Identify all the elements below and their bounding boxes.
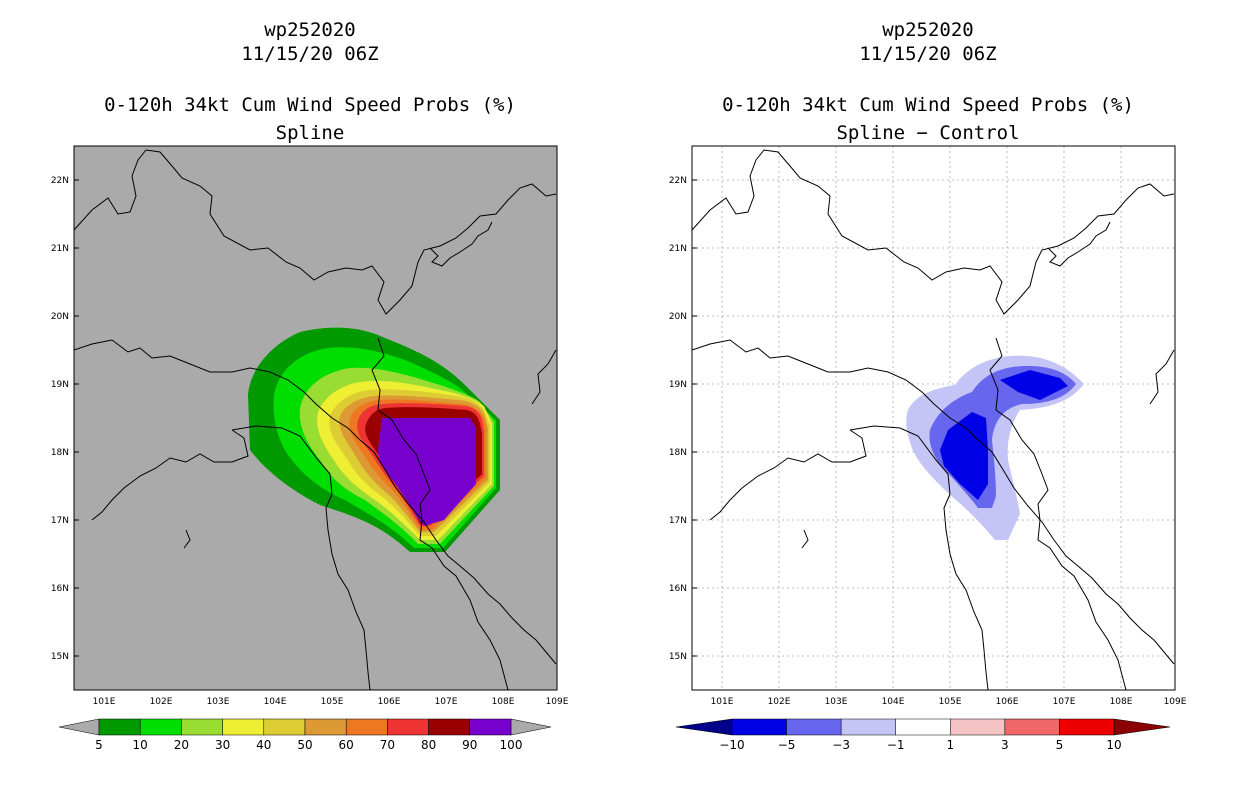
left-colorbar-swatch [469,718,512,736]
right-lon-label: 108E [1110,697,1133,707]
right-difference-contours [906,355,1084,540]
left-lon-label: 102E [150,697,173,707]
left-lat-label: 18N [51,448,69,458]
left-colorbar-label: 100 [500,738,523,752]
left-lat-label: 19N [51,380,69,390]
left-colorbar-swatch [345,718,388,736]
right-colorbar: −10 −5 −3 −1 1 3 5 10 [675,718,1171,752]
right-colorbar-swatch [895,718,951,736]
left-colorbar-swatch [387,718,429,736]
right-title: wp252020 11/15/20 06Z [678,18,1178,66]
right-colorbar-swatch [731,718,787,736]
right-product: 0-120h 34kt Cum Wind Speed Probs (%) [722,94,1134,116]
right-datetime: 11/15/20 06Z [859,43,997,65]
right-lat-label: 20N [669,312,687,322]
right-lat-label: 16N [669,584,687,594]
right-lon-label: 102E [768,697,791,707]
left-colorbar-swatch [139,718,182,736]
right-colorbar-under-arrow [675,718,733,736]
left-colorbar-swatch [304,718,347,736]
left-lon-label: 104E [264,697,287,707]
right-lon-label: 109E [1164,697,1187,707]
left-subtitle: 0-120h 34kt Cum Wind Speed Probs (%) Spl… [60,91,560,147]
right-lon-label: 103E [825,697,848,707]
right-colorbar-label: −3 [832,738,850,752]
right-method: Spline − Control [836,122,1020,144]
right-lat-ticks [692,179,697,657]
left-colorbar-swatch [428,718,471,736]
right-lat-label: 17N [669,516,687,526]
left-lon-label: 106E [378,697,401,707]
left-storm-id: wp252020 [264,19,356,41]
right-lat-label: 19N [669,380,687,390]
left-lon-label: 107E [435,697,458,707]
contour-90pct [378,418,476,526]
right-map-frame [691,145,1176,691]
left-colorbar: 5 10 20 30 40 50 60 70 80 90 100 [58,718,552,752]
right-colorbar-label: 5 [1056,738,1064,752]
left-lon-label: 103E [207,697,230,707]
left-lon-label: 105E [321,697,344,707]
right-colorbar-swatch [786,718,842,736]
left-lon-label: 101E [93,697,116,707]
left-product: 0-120h 34kt Cum Wind Speed Probs (%) [104,94,516,116]
right-colorbar-swatch [950,718,1006,736]
right-colorbar-label: 3 [1001,738,1009,752]
right-lat-label: 15N [669,652,687,662]
left-colorbar-label: 40 [256,738,271,752]
right-lon-label: 107E [1053,697,1076,707]
left-lat-label: 22N [51,176,69,186]
right-colorbar-label: −1 [887,738,905,752]
left-colorbar-swatch [263,718,306,736]
right-colorbar-label: 10 [1106,738,1121,752]
right-lat-label: 18N [669,448,687,458]
left-colorbar-label: 10 [133,738,148,752]
left-colorbar-label: 50 [297,738,312,752]
right-colorbar-label: 1 [946,738,954,752]
left-colorbar-swatch [98,718,141,736]
left-colorbar-label: 90 [462,738,477,752]
right-lon-label: 106E [996,697,1019,707]
right-colorbar-over-arrow [1113,718,1171,736]
right-map: 22N 21N 20N 19N 18N 17N 16N 15N 101E 102… [669,145,1187,707]
left-colorbar-over-arrow [510,718,552,736]
right-colorbar-swatch [1059,718,1115,736]
left-lon-label: 108E [492,697,515,707]
left-colorbar-swatch [181,718,223,736]
left-colorbar-label: 30 [215,738,230,752]
right-lat-label: 22N [669,176,687,186]
left-map-frame [73,145,558,691]
left-method: Spline [275,122,345,144]
left-lon-label: 109E [546,697,569,707]
left-lat-label: 20N [51,312,69,322]
right-lat-label: 21N [669,244,687,254]
right-subtitle: 0-120h 34kt Cum Wind Speed Probs (%) Spl… [678,91,1178,147]
left-lat-ticks [74,179,79,657]
right-storm-id: wp252020 [882,19,974,41]
left-colorbar-label: 60 [339,738,354,752]
left-lat-label: 17N [51,516,69,526]
right-lon-label: 104E [882,697,905,707]
left-lat-label: 15N [51,652,69,662]
left-lat-label: 16N [51,584,69,594]
diff-minus5-to-minus10 [940,370,1068,500]
left-title: wp252020 11/15/20 06Z [60,18,560,66]
left-lat-label: 21N [51,244,69,254]
left-colorbar-label: 20 [174,738,189,752]
left-colorbar-label: 80 [421,738,436,752]
right-colorbar-label: −10 [719,738,744,752]
left-colorbar-swatch [222,718,265,736]
right-lon-label: 101E [711,697,734,707]
left-colorbar-label: 5 [95,738,103,752]
right-colorbar-label: −5 [778,738,796,752]
left-colorbar-label: 70 [380,738,395,752]
right-lon-label: 105E [939,697,962,707]
left-map: 22N 21N 20N 19N 18N 17N 16N 15N 101E 102… [51,145,569,707]
right-colorbar-swatch [840,718,896,736]
right-colorbar-swatch [1004,718,1060,736]
left-colorbar-under-arrow [58,718,100,736]
left-datetime: 11/15/20 06Z [241,43,379,65]
